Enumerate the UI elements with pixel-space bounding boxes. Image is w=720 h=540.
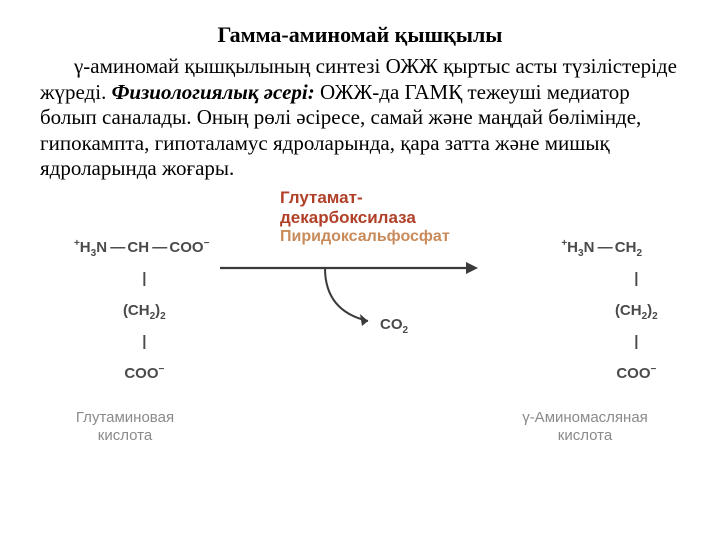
right-mol-structure: +H3N — CH2 | (CH2)2 | COO− — [500, 224, 670, 397]
phys-label: Физиологиялық әсері: — [112, 80, 315, 104]
byproduct-label: CO2 — [380, 316, 408, 333]
enzyme-label: Глутамат- декарбоксилаза Пиридоксальфосф… — [280, 188, 450, 247]
left-mol-structure: +H3N — CH — COO− | (CH2)2 | COO− — [40, 224, 210, 397]
reaction-diagram: +H3N — CH — COO− | (CH2)2 | COO− Глутами… — [40, 196, 680, 426]
slide-title: Гамма-аминомай қышқылы — [40, 22, 680, 48]
body-paragraph: γ-аминомай қышқылының синтезі ОЖЖ қыртыс… — [40, 54, 680, 182]
right-mol-name: γ-Аминомаслянаякислота — [500, 409, 670, 444]
enzyme-line1: Глутамат- — [280, 188, 363, 207]
enzyme-line2: декарбоксилаза — [280, 208, 416, 227]
right-molecule: +H3N — CH2 | (CH2)2 | COO− γ-Аминомаслян… — [500, 224, 670, 444]
enzyme-sub: Пиридоксальфосфат — [280, 228, 450, 245]
left-mol-name: Глутаминоваякислота — [40, 409, 210, 444]
left-molecule: +H3N — CH — COO− | (CH2)2 | COO− Глутами… — [40, 224, 210, 444]
